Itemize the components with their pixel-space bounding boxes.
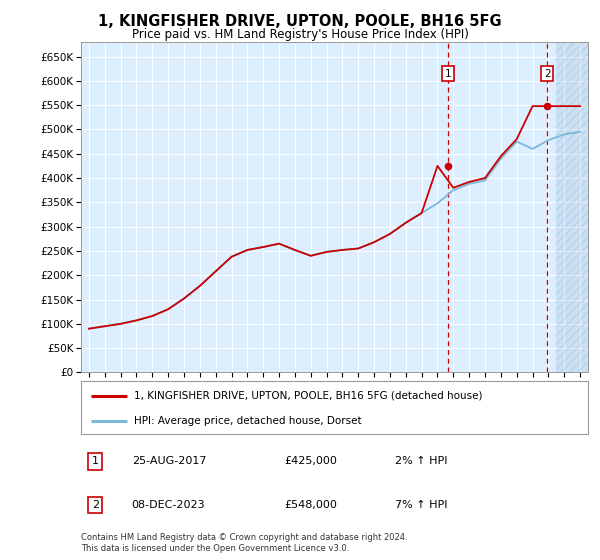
Text: £548,000: £548,000 <box>284 500 337 510</box>
Text: 1, KINGFISHER DRIVE, UPTON, POOLE, BH16 5FG: 1, KINGFISHER DRIVE, UPTON, POOLE, BH16 … <box>98 14 502 29</box>
Text: 25-AUG-2017: 25-AUG-2017 <box>132 456 206 466</box>
Text: 2: 2 <box>544 68 550 78</box>
Text: 2% ↑ HPI: 2% ↑ HPI <box>395 456 448 466</box>
Text: HPI: Average price, detached house, Dorset: HPI: Average price, detached house, Dors… <box>134 416 362 426</box>
Text: Price paid vs. HM Land Registry's House Price Index (HPI): Price paid vs. HM Land Registry's House … <box>131 28 469 41</box>
Bar <box>556 42 598 372</box>
Text: 1: 1 <box>92 456 98 466</box>
Text: 1: 1 <box>445 68 451 78</box>
Text: 08-DEC-2023: 08-DEC-2023 <box>132 500 205 510</box>
Text: £425,000: £425,000 <box>284 456 337 466</box>
Text: Contains HM Land Registry data © Crown copyright and database right 2024.
This d: Contains HM Land Registry data © Crown c… <box>81 533 407 553</box>
Text: 7% ↑ HPI: 7% ↑ HPI <box>395 500 448 510</box>
Text: 1, KINGFISHER DRIVE, UPTON, POOLE, BH16 5FG (detached house): 1, KINGFISHER DRIVE, UPTON, POOLE, BH16 … <box>134 391 483 401</box>
Text: 2: 2 <box>92 500 99 510</box>
